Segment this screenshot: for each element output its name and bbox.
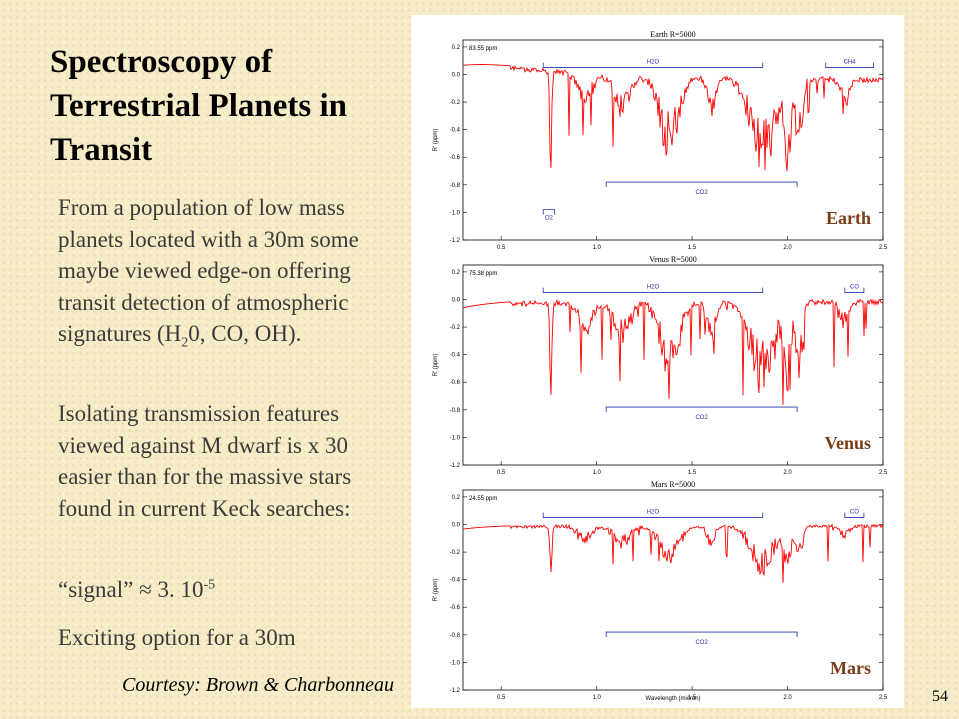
h2o-band-label: H2O: [647, 285, 660, 291]
co2-band: [605, 406, 798, 413]
o2-band: [542, 209, 556, 215]
x-tick-label: 0.5: [497, 695, 506, 701]
x-tick-label: 1.5: [688, 695, 697, 701]
h2o-band-label: H2O: [647, 510, 660, 516]
panel-title-1: Venus R=5000: [649, 255, 696, 264]
y-axis-label: R' (ppm): [433, 129, 439, 152]
signal-text: “signal” ≈ 3. 10: [58, 577, 204, 602]
planet-label-2: Mars: [830, 658, 871, 678]
o2-band-label: O2: [545, 216, 554, 222]
slide-title: Spectroscopy of Terrestrial Planets in T…: [50, 44, 347, 168]
co-band: [844, 287, 865, 293]
x-tick-label: 0.5: [497, 470, 506, 476]
co-band: [844, 512, 865, 518]
y-tick-label: -0.2: [450, 100, 461, 106]
x-tick-label: 1.0: [592, 470, 601, 476]
co2-band-label: CO2: [695, 415, 708, 421]
paragraph-population-text: From a population of low mass planets lo…: [58, 195, 359, 346]
y-axis-label: R' (ppm): [433, 354, 439, 377]
paragraph-population: From a population of low mass planets lo…: [58, 192, 398, 350]
y-tick-label: -0.4: [450, 578, 461, 584]
paragraph-population-end: 0, CO, OH).: [188, 321, 302, 346]
h2o-band: [542, 287, 764, 293]
y-tick-label: 0.2: [452, 495, 461, 501]
x-tick-label: 2.0: [783, 695, 792, 701]
ch4-band-label: CH4: [844, 60, 857, 66]
spectrum-line-0: [462, 64, 884, 172]
y-tick-label: -0.4: [450, 353, 461, 359]
y-tick-label: 0.0: [452, 72, 461, 78]
y-tick-label: 0.0: [452, 522, 461, 528]
spectrum-line-1: [462, 298, 884, 405]
y-tick-label: -1.0: [450, 210, 461, 216]
x-tick-label: 1.5: [688, 470, 697, 476]
x-tick-label: 2.0: [783, 470, 792, 476]
x-tick-label: 2.5: [879, 470, 888, 476]
y-tick-label: -1.2: [450, 463, 461, 469]
ch4-band: [825, 62, 874, 68]
y-tick-label: -0.2: [450, 550, 461, 556]
courtesy-credit: Courtesy: Brown & Charbonneau: [122, 674, 395, 696]
panel-title-0: Earth R=5000: [650, 30, 695, 39]
x-tick-label: 2.0: [783, 245, 792, 251]
y-tick-label: -0.8: [450, 408, 461, 414]
signal-exponent: -5: [203, 577, 216, 593]
co-band-label: CO: [850, 510, 859, 516]
paragraph-isolating: Isolating transmission features viewed a…: [58, 401, 352, 521]
co2-band: [605, 631, 798, 638]
co2-band-label: CO2: [695, 190, 708, 196]
paragraph-option: Exciting option for a 30m: [58, 625, 296, 650]
y-tick-label: -0.6: [450, 155, 461, 161]
y-tick-label: -0.8: [450, 633, 461, 639]
x-tick-label: 1.5: [688, 245, 697, 251]
page-number: 54: [932, 688, 948, 705]
y-tick-label: 0.2: [452, 45, 461, 51]
panel-title-2: Mars R=5000: [651, 480, 695, 489]
spectrum-line-2: [462, 523, 884, 583]
y-tick-label: -1.0: [450, 435, 461, 441]
planet-label-1: Venus: [825, 433, 871, 453]
ppm-value-2: 24.55 ppm: [469, 496, 497, 502]
x-axis-label: Wavelength (micron): [645, 696, 700, 702]
co-band-label: CO: [850, 285, 859, 291]
y-tick-label: -0.2: [450, 325, 461, 331]
co2-band-label: CO2: [695, 640, 708, 646]
h2o-band-label: H2O: [647, 60, 660, 66]
y-tick-label: -1.2: [450, 238, 461, 244]
y-tick-label: 0.2: [452, 270, 461, 276]
plot-frame-0: [462, 39, 884, 241]
planet-label-0: Earth: [826, 208, 871, 228]
spectra-figure: Earth R=5000 83.55 ppm 0.2 0.0 -0.2 -0.4 -0.6 -…: [411, 15, 904, 708]
h2o-subscript: 2: [181, 335, 189, 351]
ppm-value-1: 75.38 ppm: [469, 271, 497, 277]
plot-frame-1: [462, 264, 884, 466]
x-tick-label: 1.0: [592, 695, 601, 701]
x-tick-label: 2.5: [879, 695, 888, 701]
plot-frame-2: [462, 489, 884, 691]
y-tick-label: -0.6: [450, 380, 461, 386]
y-tick-label: 0.0: [452, 297, 461, 303]
y-tick-label: -1.0: [450, 660, 461, 666]
spectra-svg: Earth R=5000 83.55 ppm 0.2 0.0 -0.2 -0.4 -0.6 -…: [433, 30, 888, 702]
y-tick-label: -0.8: [450, 183, 461, 189]
ppm-value-0: 83.55 ppm: [469, 46, 497, 52]
h2o-band: [542, 512, 764, 518]
y-tick-label: -0.6: [450, 605, 461, 611]
h2o-band: [542, 62, 764, 68]
co2-band: [605, 181, 798, 188]
y-tick-label: -1.2: [450, 688, 461, 694]
y-axis-label: R' (ppm): [433, 579, 439, 602]
x-tick-label: 2.5: [879, 245, 888, 251]
paragraph-signal: “signal” ≈ 3. 10-5: [58, 574, 398, 606]
x-tick-label: 0.5: [497, 245, 506, 251]
x-tick-label: 1.0: [592, 245, 601, 251]
y-tick-label: -0.4: [450, 128, 461, 134]
